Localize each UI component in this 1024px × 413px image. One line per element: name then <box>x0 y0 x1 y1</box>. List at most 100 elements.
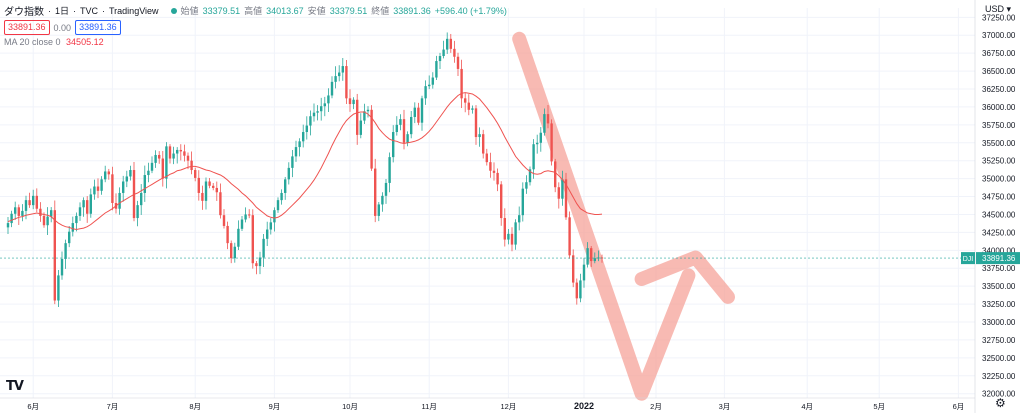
candle-body <box>525 182 528 189</box>
candle-body <box>348 98 352 105</box>
candle-body <box>399 119 402 125</box>
close-value: 33891.36 <box>393 5 431 16</box>
y-tick-label: 36250.00 <box>982 85 1016 94</box>
spread-value: 0.00 <box>53 22 72 33</box>
candles <box>6 32 604 307</box>
candle-body <box>190 160 193 171</box>
candle-body <box>201 192 204 201</box>
x-tick-label: 11月 <box>422 402 437 411</box>
candle-body <box>460 68 463 99</box>
candle-body <box>341 66 344 73</box>
candle-body <box>305 125 308 133</box>
candle-body <box>402 119 406 143</box>
symbol-name[interactable]: ダウ指数 <box>4 7 44 18</box>
low-label: 安値 <box>307 6 326 16</box>
candle-body <box>143 175 146 193</box>
candle-body <box>564 179 568 218</box>
candle-body <box>273 210 276 223</box>
open-label: 始値 <box>180 6 199 16</box>
candle-body <box>255 263 258 267</box>
dot-separator: · <box>48 5 51 16</box>
candle-body <box>431 77 434 85</box>
candle-body <box>258 257 262 267</box>
candle-body <box>215 187 218 193</box>
y-tick-label: 32250.00 <box>982 372 1016 381</box>
buy-button[interactable]: 33891.36 <box>75 20 121 35</box>
candle-body <box>237 228 240 247</box>
candle-body <box>194 170 197 178</box>
candle-body <box>320 106 323 112</box>
candle-body <box>521 188 524 216</box>
y-tick-label: 34250.00 <box>982 228 1016 237</box>
candle-body <box>428 84 431 87</box>
candle-body <box>136 205 139 219</box>
y-tick-label: 36750.00 <box>982 49 1016 58</box>
candle-body <box>449 38 452 49</box>
candle-body <box>118 192 121 209</box>
candle-body <box>557 187 560 199</box>
candle-body <box>35 195 38 209</box>
candle-body <box>392 132 395 158</box>
candle-body <box>363 111 366 121</box>
candle-body <box>464 98 467 103</box>
candle-body <box>345 66 348 99</box>
candle-body <box>32 195 35 206</box>
candle-body <box>338 72 341 77</box>
candle-body <box>327 95 330 104</box>
sell-button[interactable]: 33891.36 <box>4 20 50 35</box>
arrow-head-stroke <box>634 250 735 304</box>
y-tick-label: 35500.00 <box>982 139 1016 148</box>
time-axis: 6月 7月 8月 9月 10月 11月 12月 2022 2月 3月 4月 5月 6月 <box>0 397 975 411</box>
candle-body <box>536 142 539 145</box>
change-value: +596.40 (+1.79%) <box>434 5 507 16</box>
y-tick-label: 33000.00 <box>982 318 1016 327</box>
candle-body <box>204 181 208 201</box>
x-tick-label: 5月 <box>873 402 885 411</box>
candle-body <box>107 171 110 175</box>
market-status-icon <box>170 7 177 14</box>
candle-body <box>71 223 74 232</box>
x-tick-label: 9月 <box>269 402 281 411</box>
symbol-header: ダウ指数 · 1日 · TVC · TradingView 始値 33379.5… <box>4 3 507 19</box>
candle-body <box>197 177 200 193</box>
currency-dropdown[interactable]: USD ▾ <box>985 4 1011 15</box>
indicator-legend[interactable]: MA 20 close 0 34505.12 <box>4 37 104 47</box>
candle-body <box>446 38 449 50</box>
candle-body <box>582 264 586 281</box>
last-price-label: 33891.36 <box>982 254 1016 263</box>
candle-body <box>226 225 229 244</box>
y-tick-label: 34750.00 <box>982 193 1016 202</box>
y-tick-label: 37250.00 <box>982 13 1016 22</box>
y-tick-label: 35750.00 <box>982 121 1016 130</box>
candle-body <box>125 176 128 182</box>
candle-body <box>10 213 13 224</box>
candle-body <box>374 168 377 216</box>
candle-body <box>532 144 535 170</box>
dot-separator: · <box>102 5 106 16</box>
candle-body <box>266 229 269 239</box>
interval[interactable]: 1日 <box>55 6 70 16</box>
candle-body <box>222 215 226 226</box>
x-tick-label: 3月 <box>719 402 731 411</box>
settings-gear-icon[interactable]: ⚙ <box>995 396 1006 410</box>
x-tick-label: 2022 <box>574 401 594 411</box>
candle-body <box>57 275 60 301</box>
candle-body <box>96 186 100 191</box>
candle-body <box>262 238 265 258</box>
candle-body <box>413 107 416 117</box>
candle-body <box>168 146 172 159</box>
candle-body <box>471 108 474 110</box>
candle-body <box>492 170 496 173</box>
candle-body <box>287 167 290 180</box>
grid <box>0 8 975 398</box>
candle-body <box>291 156 294 168</box>
candle-body <box>154 154 157 163</box>
y-tick-label: 34500.00 <box>982 210 1016 219</box>
y-tick-label: 36500.00 <box>982 67 1016 76</box>
candle-body <box>507 233 510 240</box>
candle-body <box>28 200 31 206</box>
candle-body <box>377 204 380 216</box>
x-tick-label: 12月 <box>500 402 516 411</box>
ticker-tag-bg <box>961 252 975 265</box>
